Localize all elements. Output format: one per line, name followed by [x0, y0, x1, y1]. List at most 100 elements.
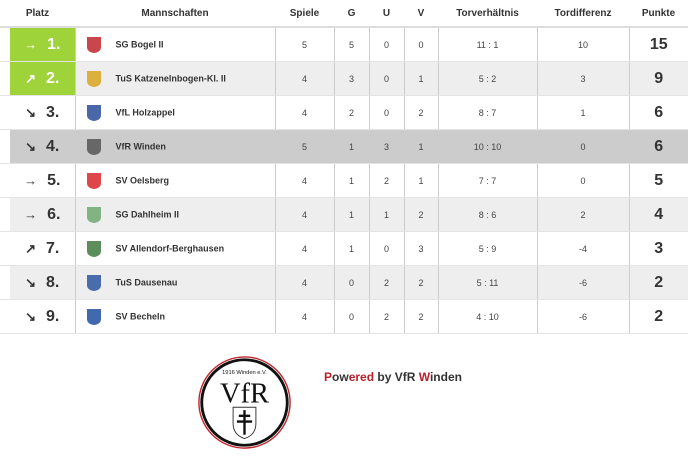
arrow-down-right-icon: ↘ [25, 274, 37, 290]
header-platz[interactable]: Platz [0, 0, 75, 28]
arrow-down-right-icon: ↘ [25, 104, 37, 120]
rank: 1. [47, 35, 61, 53]
team-crest-icon [86, 70, 101, 87]
rank-cell: ↘ 3. [0, 95, 75, 130]
rank-box: ↘ 8. [10, 266, 75, 299]
verloren: 2 [403, 265, 438, 300]
rank-box: → 5. [10, 164, 75, 197]
punkte: 2 [628, 299, 688, 334]
arrow-up-right-icon: ↗ [25, 70, 37, 86]
team-cell[interactable]: SG Bogel II [74, 27, 275, 62]
gewonnen: 2 [333, 95, 369, 130]
vfr-winden-logo: 1916 Winden e.V. VfR [198, 356, 291, 449]
rank-box: ↘ 9. [10, 300, 75, 333]
team-name[interactable]: TuS Katzenelnbogen-Kl. II [115, 72, 226, 83]
torverhaeltnis: 8 : 7 [437, 95, 537, 130]
arrow-down-right-icon: ↘ [25, 138, 37, 154]
unentschieden: 2 [368, 265, 404, 300]
team-name[interactable]: SV Allendorf-Berghausen [115, 242, 225, 253]
verloren: 1 [403, 129, 438, 164]
arrow-right-icon: → [24, 207, 38, 222]
team-cell[interactable]: TuS Katzenelnbogen-Kl. II [74, 61, 275, 96]
header-team[interactable]: Mannschaften [75, 0, 275, 28]
team-cell[interactable]: SV Allendorf-Berghausen [74, 231, 275, 266]
rank-cell: ↗ 7. [0, 231, 75, 266]
team-name[interactable]: SV Becheln [115, 310, 166, 321]
team-cell[interactable]: SV Becheln [74, 299, 275, 334]
tordifferenz: 2 [536, 197, 629, 232]
unentschieden: 2 [368, 163, 404, 198]
gewonnen: 1 [333, 231, 369, 266]
spiele: 4 [274, 197, 334, 232]
table-row[interactable]: ↘ 8. TuS Dausenau 4 0 2 2 5 : 11 -6 2 [0, 265, 688, 300]
team-name[interactable]: SG Bogel II [115, 38, 164, 49]
team-cell[interactable]: VfL Holzappel [74, 95, 275, 130]
tordifferenz: 0 [536, 163, 629, 198]
punkte: 9 [628, 61, 688, 96]
table-row[interactable]: → 5. SV Oelsberg 4 1 2 1 7 : 7 0 5 [0, 163, 688, 198]
team-crest-icon [86, 172, 101, 189]
team-cell[interactable]: VfR Winden [74, 129, 275, 164]
league-table: Platz Mannschaften Spiele G U V Torverhä… [0, 0, 688, 334]
header-u[interactable]: U [369, 0, 404, 28]
team-crest-icon [86, 138, 101, 155]
table-row[interactable]: ↗ 2. TuS Katzenelnbogen-Kl. II 4 3 0 1 5 … [0, 61, 688, 96]
team-name[interactable]: VfL Holzappel [115, 106, 175, 117]
powered-part: ered [348, 370, 375, 384]
team-name[interactable]: VfR Winden [115, 140, 166, 151]
tordifferenz: 3 [536, 61, 629, 96]
torverhaeltnis: 8 : 6 [437, 197, 537, 232]
table-row[interactable]: ↗ 7. SV Allendorf-Berghausen 4 1 0 3 5 : … [0, 231, 688, 266]
spiele: 4 [274, 95, 334, 130]
punkte: 15 [628, 27, 688, 62]
team-cell[interactable]: TuS Dausenau [74, 265, 275, 300]
team-name[interactable]: SV Oelsberg [115, 174, 170, 185]
rank: 5. [47, 171, 61, 189]
punkte: 6 [628, 95, 688, 130]
team-crest-icon [86, 240, 101, 257]
team-name[interactable]: SG Dahlheim II [115, 208, 180, 219]
header-v[interactable]: V [404, 0, 438, 28]
unentschieden: 2 [368, 299, 404, 334]
rank: 2. [46, 69, 60, 87]
unentschieden: 0 [368, 61, 404, 96]
punkte: 3 [628, 231, 688, 266]
header-punkte[interactable]: Punkte [629, 0, 688, 28]
header-g[interactable]: G [334, 0, 369, 28]
rank: 3. [46, 103, 60, 121]
team-cell[interactable]: SV Oelsberg [74, 163, 275, 198]
unentschieden: 0 [368, 27, 404, 62]
tordifferenz: -6 [536, 299, 629, 334]
team-crest-icon [86, 206, 101, 223]
rank: 7. [46, 239, 60, 257]
punkte: 5 [628, 163, 688, 198]
rank-box: → 6. [10, 198, 75, 231]
svg-text:VfR: VfR [220, 379, 269, 410]
team-crest-icon [86, 36, 101, 53]
table-row[interactable]: → 1. SG Bogel II 5 5 0 0 11 : 1 10 15 [0, 27, 688, 62]
header-spiele[interactable]: Spiele [275, 0, 334, 28]
team-name[interactable]: TuS Dausenau [115, 276, 178, 287]
rank-box: ↗ 7. [10, 232, 75, 265]
unentschieden: 1 [368, 197, 404, 232]
header-diff[interactable]: Tordifferenz [537, 0, 629, 28]
rank-cell: ↗ 2. [0, 61, 75, 96]
svg-text:1916 Winden e.V.: 1916 Winden e.V. [222, 370, 267, 376]
verloren: 1 [403, 163, 438, 198]
table-row[interactable]: ↘ 9. SV Becheln 4 0 2 2 4 : 10 -6 2 [0, 299, 688, 334]
gewonnen: 1 [333, 197, 369, 232]
team-cell[interactable]: SG Dahlheim II [74, 197, 275, 232]
torverhaeltnis: 11 : 1 [437, 27, 537, 62]
verloren: 3 [403, 231, 438, 266]
torverhaeltnis: 5 : 11 [437, 265, 537, 300]
gewonnen: 5 [333, 27, 369, 62]
gewonnen: 0 [333, 299, 369, 334]
table-row[interactable]: → 6. SG Dahlheim II 4 1 1 2 8 : 6 2 4 [0, 197, 688, 232]
rank: 9. [46, 307, 60, 325]
rank-box: → 1. [10, 28, 75, 61]
rank-cell: → 6. [0, 197, 75, 232]
table-row[interactable]: ↘ 3. VfL Holzappel 4 2 0 2 8 : 7 1 6 [0, 95, 688, 130]
table-row[interactable]: ↘ 4. VfR Winden 5 1 3 1 10 : 10 0 6 [0, 129, 688, 164]
spiele: 5 [274, 129, 334, 164]
header-tore[interactable]: Torverhältnis [438, 0, 537, 28]
